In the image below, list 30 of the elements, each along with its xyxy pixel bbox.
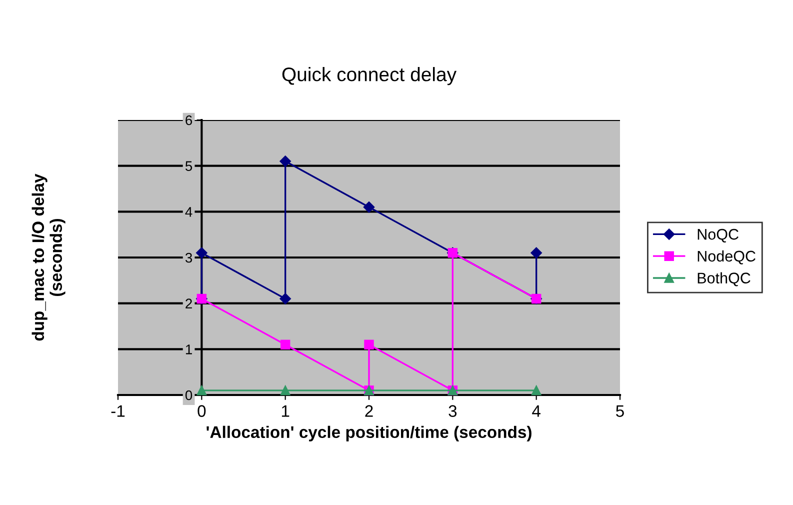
legend-label: NodeQC bbox=[698, 250, 756, 264]
point bbox=[280, 293, 291, 304]
point bbox=[280, 386, 290, 396]
point bbox=[531, 386, 542, 396]
x-tick-label: 1 bbox=[282, 405, 290, 417]
point bbox=[363, 201, 375, 213]
legend-label: BothQC bbox=[698, 272, 750, 286]
chart-title: Quick connect delay bbox=[282, 67, 457, 86]
point bbox=[364, 340, 374, 350]
point bbox=[530, 247, 542, 259]
x-tick-label: 3 bbox=[448, 405, 457, 417]
point bbox=[196, 386, 207, 396]
point bbox=[280, 156, 291, 167]
y-axis-title: dup_mac to I/O delay (seconds) bbox=[32, 174, 66, 341]
x-tick-label: 5 bbox=[616, 405, 624, 417]
x-axis-title: 'Allocation' cycle position/time (seconds) bbox=[206, 426, 532, 442]
y-tick-label: 3 bbox=[185, 252, 192, 263]
point bbox=[196, 247, 208, 259]
x-tick-label: 0 bbox=[198, 405, 206, 417]
x-tick-label: 4 bbox=[532, 405, 540, 417]
y-tick-label: 6 bbox=[186, 115, 192, 126]
y-tick-label: 2 bbox=[186, 298, 192, 308]
y-tick-label: 4 bbox=[185, 207, 192, 217]
x-tick-label: -1 bbox=[111, 405, 125, 417]
y-tick-label: 5 bbox=[185, 161, 192, 172]
y-tick-label: 0 bbox=[185, 390, 192, 400]
point bbox=[280, 340, 290, 350]
x-tick-label: 2 bbox=[365, 405, 373, 417]
legend-label: NoQC bbox=[698, 228, 738, 242]
y-tick-label: 1 bbox=[186, 344, 192, 354]
